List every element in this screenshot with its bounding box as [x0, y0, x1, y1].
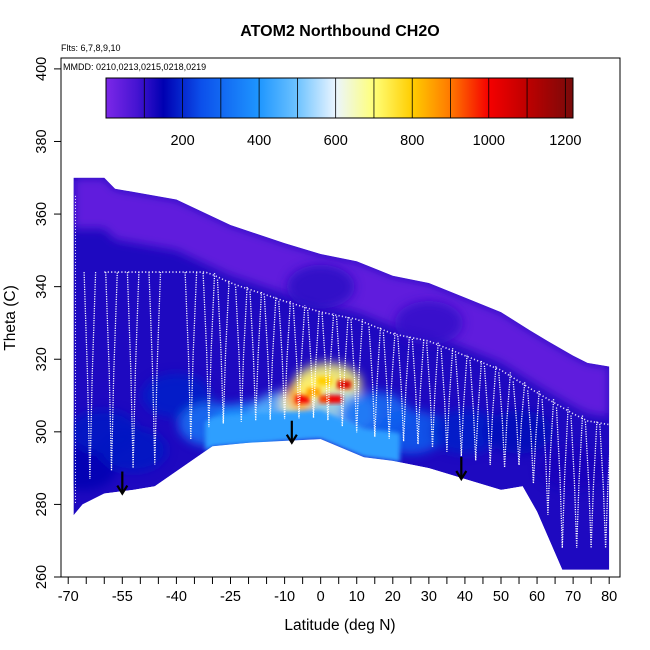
- field-hotspot-cell: [317, 377, 332, 386]
- colorbar-tick-label: 1200: [549, 133, 581, 149]
- colorbar-tick-label: 1000: [473, 133, 505, 149]
- profile-track: [570, 415, 584, 549]
- field-cell: [286, 264, 355, 309]
- down-arrow-marker: [116, 471, 129, 496]
- x-tick-label: 50: [493, 589, 509, 605]
- x-tick-label: 60: [529, 589, 545, 605]
- plot-area: [60, 57, 621, 578]
- y-tick-label: 320: [34, 347, 50, 371]
- colorbar-tick-label: 800: [400, 133, 424, 149]
- flight-profile-tracks: [74, 195, 612, 549]
- profile-track: [148, 272, 162, 465]
- x-tick-label: -55: [112, 589, 133, 605]
- profile-track: [397, 335, 411, 442]
- y-tick-label: 360: [34, 202, 50, 226]
- colorbar-tick-label: 200: [170, 133, 194, 149]
- x-tick-label: 0: [317, 589, 325, 605]
- profile-track: [278, 301, 292, 420]
- profile-track: [411, 338, 425, 445]
- profile-track: [307, 309, 320, 418]
- profile-track: [440, 348, 454, 452]
- down-arrow-marker: [455, 457, 468, 482]
- profile-track: [105, 272, 118, 471]
- field-cell: [539, 446, 608, 491]
- y-tick-label: 380: [34, 129, 50, 153]
- profile-track: [454, 354, 468, 457]
- y-axis-label: Theta (C): [2, 285, 19, 350]
- colorbar-tick-label: 400: [247, 133, 271, 149]
- x-axis-label: Latitude (deg N): [284, 617, 395, 634]
- x-tick-label: -25: [220, 589, 241, 605]
- profile-track: [184, 272, 198, 440]
- profile-track: [512, 381, 526, 466]
- plot-frame: [60, 57, 621, 578]
- profile-track: [263, 296, 277, 420]
- down-arrow-marker: [285, 420, 298, 445]
- y-tick-label: 300: [34, 420, 50, 444]
- y-tick-label: 280: [34, 492, 50, 516]
- profile-track: [368, 326, 382, 437]
- profile-track: [483, 365, 497, 465]
- field-hotspot-cell: [328, 395, 343, 404]
- dates-label: MMDD: 0210,0213,0215,0218,0219: [63, 62, 206, 72]
- profile-track: [83, 272, 97, 480]
- x-axis: -70 -55 -40 -25 -10 0 10 20 30 40 50 60 70 80: [58, 577, 617, 605]
- y-tick-label: 340: [34, 275, 50, 299]
- field-hotspot-cell: [319, 395, 334, 404]
- field-hotspot-cell: [306, 387, 321, 396]
- field-cell: [73, 446, 117, 491]
- field-hotspot-cell: [295, 395, 310, 404]
- colorbar: 200 400 600 800 1000 1200: [105, 77, 581, 149]
- x-tick-label: -10: [274, 589, 295, 605]
- x-tick-label: -70: [58, 589, 79, 605]
- colorbar-tick-label: 600: [324, 133, 348, 149]
- x-tick-label: -40: [166, 589, 187, 605]
- flights-label: Flts: 6,7,8,9,10: [61, 43, 121, 53]
- profile-track: [498, 372, 512, 468]
- field-lower-band: [205, 410, 400, 463]
- x-tick-label: 70: [565, 589, 581, 605]
- x-tick-label: 20: [385, 589, 401, 605]
- profile-track: [541, 399, 555, 515]
- chart-title: ATOM2 Northbound CH2O: [240, 23, 439, 40]
- x-tick-label: 30: [421, 589, 437, 605]
- x-tick-label: 80: [601, 589, 617, 605]
- y-tick-label: 260: [34, 565, 50, 589]
- profile-track: [599, 423, 612, 549]
- profile-track: [234, 286, 248, 422]
- y-axis: 260 280 300 320 340 360 380 400: [34, 57, 61, 589]
- profile-track: [126, 272, 140, 469]
- profile-track: [216, 279, 230, 424]
- colorbar-gradient: [105, 77, 574, 119]
- y-tick-label: 400: [34, 57, 50, 81]
- x-tick-label: 40: [457, 589, 473, 605]
- profile-track: [350, 319, 364, 433]
- arrow-markers: [116, 420, 468, 496]
- x-tick-label: 10: [349, 589, 365, 605]
- profile-track: [321, 313, 335, 421]
- profile-track: [292, 305, 306, 419]
- field-cell: [394, 300, 463, 345]
- concentration-field: [73, 177, 610, 570]
- profile-track: [382, 332, 396, 439]
- profile-track: [202, 272, 216, 428]
- profile-track: [335, 316, 349, 427]
